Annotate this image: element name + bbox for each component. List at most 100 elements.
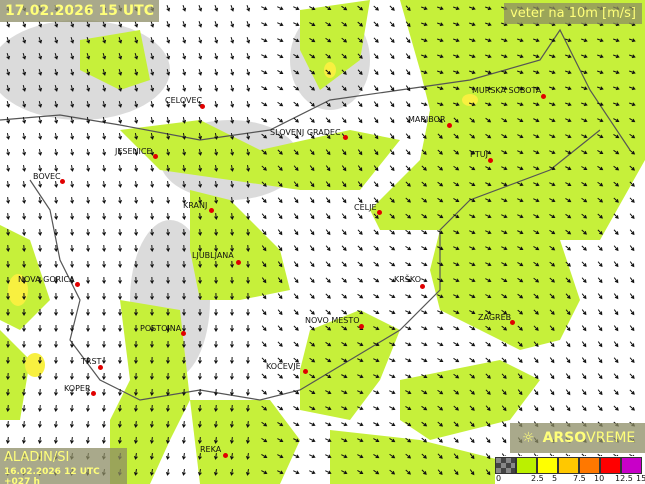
- wind-arrow: [533, 293, 539, 299]
- wind-arrow: [230, 324, 234, 332]
- wind-arrow: [133, 356, 138, 364]
- wind-arrow: [421, 117, 427, 124]
- wind-arrow: [277, 421, 284, 427]
- wind-arrow: [405, 165, 411, 171]
- wind-arrow: [70, 36, 75, 44]
- wind-arrow: [6, 100, 11, 108]
- wind-arrow: [501, 262, 508, 267]
- wind-arrow: [565, 373, 571, 380]
- wind-arrow: [485, 246, 492, 251]
- wind-arrow: [629, 86, 636, 91]
- wind-arrow: [501, 325, 508, 331]
- wind-arrow: [166, 5, 171, 12]
- wind-arrow: [38, 132, 43, 140]
- wind-arrow: [293, 22, 300, 27]
- wind-arrow: [389, 197, 395, 203]
- wind-arrow: [453, 102, 460, 107]
- wind-arrow: [453, 262, 460, 267]
- wind-arrow: [54, 196, 59, 204]
- wind-arrow: [389, 5, 395, 11]
- city-dot: [359, 324, 364, 329]
- wind-arrow: [357, 422, 364, 427]
- wind-arrow: [501, 421, 507, 428]
- wind-arrow: [182, 164, 187, 172]
- wind-arrow: [549, 277, 555, 283]
- wind-arrow: [86, 100, 91, 108]
- wind-arrow: [565, 54, 572, 59]
- wind-arrow: [309, 117, 315, 123]
- wind-arrow: [629, 117, 636, 123]
- wind-arrow: [102, 308, 106, 316]
- wind-arrow: [597, 341, 603, 348]
- wind-arrow: [597, 165, 604, 171]
- wind-arrow: [293, 406, 300, 411]
- wind-arrow: [277, 325, 283, 332]
- wind-arrow: [325, 422, 332, 427]
- wind-arrow: [389, 101, 395, 108]
- wind-arrow: [469, 262, 476, 267]
- wind-arrow: [277, 454, 284, 459]
- wind-arrow: [309, 6, 316, 11]
- wind-arrow: [341, 5, 348, 11]
- wind-arrow: [197, 452, 202, 460]
- wind-arrow: [85, 436, 90, 444]
- wind-arrow: [181, 388, 186, 396]
- wind-arrow: [214, 196, 219, 204]
- wind-arrow: [198, 196, 203, 204]
- wind-arrow: [69, 436, 74, 444]
- wind-arrow: [405, 453, 412, 459]
- wind-arrow: [293, 389, 300, 395]
- wind-arrow: [549, 150, 556, 155]
- wind-arrow: [54, 164, 59, 172]
- wind-arrow: [54, 340, 58, 348]
- wind-arrow: [102, 292, 106, 300]
- wind-arrow: [469, 6, 476, 11]
- wind-arrow: [214, 148, 219, 156]
- wind-arrow: [22, 324, 26, 332]
- wind-arrow: [198, 20, 203, 28]
- wind-arrow: [85, 372, 90, 380]
- wind-arrow: [246, 228, 251, 236]
- wind-arrow: [613, 38, 620, 43]
- wind-arrow: [21, 388, 26, 396]
- city-label: KRANJ: [183, 201, 208, 210]
- wind-arrow: [565, 198, 572, 203]
- wind-arrow: [246, 244, 251, 252]
- wind-arrow: [293, 261, 299, 268]
- wind-arrow: [533, 245, 540, 251]
- wind-arrow: [405, 437, 412, 443]
- model-run: 16.02.2026 12 UTC +027 h: [4, 467, 100, 484]
- wind-arrow: [501, 182, 508, 187]
- wind-arrow: [597, 389, 603, 396]
- wind-arrow: [389, 149, 395, 156]
- wind-arrow: [118, 196, 123, 204]
- wind-arrow: [453, 405, 459, 411]
- city-dot: [303, 369, 308, 374]
- wind-arrow: [309, 309, 315, 315]
- wind-arrow: [629, 277, 635, 284]
- wind-arrow: [86, 244, 91, 252]
- wind-arrow: [213, 356, 218, 364]
- wind-arrow: [405, 342, 412, 347]
- wind-arrow: [214, 292, 218, 300]
- wind-arrow: [261, 165, 267, 171]
- wind-arrow: [421, 405, 428, 411]
- wind-arrow: [182, 260, 187, 268]
- wind-arrow: [54, 20, 59, 28]
- wind-arrow: [581, 181, 588, 187]
- wind-arrow: [565, 150, 572, 155]
- wind-arrow: [277, 405, 284, 411]
- wind-arrow: [357, 165, 363, 172]
- wind-arrow: [485, 133, 492, 139]
- wind-arrow: [485, 6, 492, 11]
- wind-arrow: [277, 277, 283, 284]
- city-dot: [98, 365, 103, 370]
- wind-arrow: [565, 102, 572, 107]
- wind-arrow: [309, 149, 315, 156]
- wind-arrow: [453, 278, 460, 283]
- legend-tick: 0: [496, 474, 502, 483]
- wind-arrow: [69, 404, 74, 412]
- wind-arrow: [581, 357, 587, 364]
- wind-arrow: [230, 340, 234, 348]
- wind-arrow: [22, 196, 27, 204]
